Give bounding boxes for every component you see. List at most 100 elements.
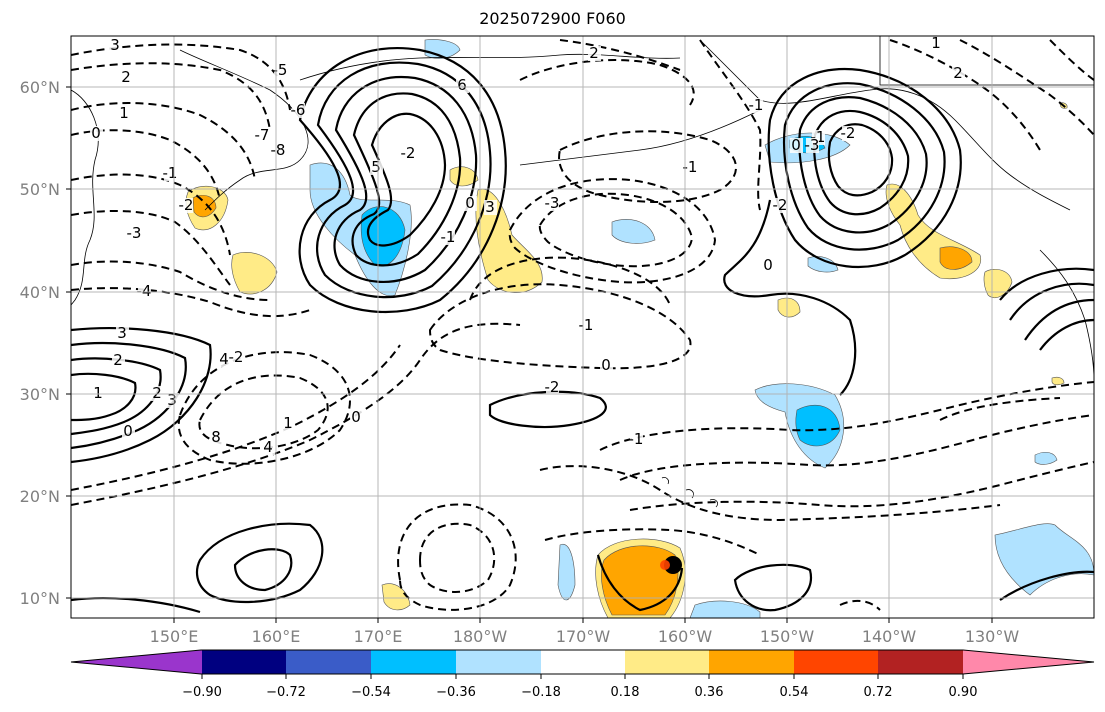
contour-label: -3 — [805, 136, 820, 154]
negative-contours — [71, 39, 1094, 611]
contour-line — [1039, 318, 1094, 351]
contour-line — [233, 548, 293, 592]
contour-label: 2 — [121, 68, 131, 86]
positive-anomaly-region — [1051, 376, 1065, 386]
lon-axis-labels: 150°E 160°E 170°E 180°W 170°W 160°W 150°W 140°W… — [150, 618, 1019, 646]
contour-label-bg — [180, 198, 193, 213]
contour-line — [1024, 298, 1094, 341]
colorbar-segment — [202, 650, 287, 674]
contour-label-bg — [262, 440, 275, 455]
contour-label: 0 — [351, 408, 361, 426]
contour-label-bg — [350, 410, 363, 425]
contour-line — [195, 522, 324, 603]
contour-line — [839, 599, 881, 611]
contour-label: -1 — [163, 164, 178, 182]
contour-line — [999, 570, 1094, 601]
lon-tick-label: 160°E — [252, 627, 301, 646]
contour-line — [939, 397, 1061, 421]
colorbar-outline — [70, 649, 1095, 675]
contour-label-bg — [90, 126, 103, 141]
negative-anomaly-core — [795, 404, 841, 447]
contour-label: 0 — [91, 124, 101, 142]
coastline-bering — [299, 53, 681, 81]
contour-label-bg — [790, 138, 803, 153]
contour-label-bg — [370, 160, 383, 175]
contour-label-bg — [806, 138, 819, 153]
contour-label: 0 — [123, 422, 133, 440]
contour-label: -1 — [749, 96, 764, 114]
colorbar-segment — [709, 650, 795, 674]
colorbar: −0.90 −0.72 −0.54 −0.36 −0.18 0.18 0.36 0.54 0.7… — [70, 649, 1095, 700]
colorbar-segment — [625, 650, 710, 674]
coastline-asia — [71, 89, 99, 306]
contour-label: 4 — [263, 438, 273, 456]
contour-line — [177, 351, 351, 465]
lon-tick-label: 170°E — [354, 627, 403, 646]
contour-label: -3 — [545, 194, 560, 212]
colorbar-tick-label: 0.18 — [611, 685, 640, 700]
contour-line — [1049, 39, 1094, 81]
colorbar-segment — [201, 650, 203, 674]
contour-line — [71, 287, 311, 318]
contour-label: -7 — [255, 126, 270, 144]
positive-anomaly-core — [939, 246, 973, 270]
storm-marker-halo — [660, 560, 670, 570]
lat-tick-label: 40°N — [20, 283, 60, 302]
contour-label-bg — [630, 432, 643, 447]
positive-anomaly-core — [192, 195, 217, 218]
contour-line — [71, 209, 231, 286]
storm-center-marker — [664, 556, 682, 574]
contour-label: 1 — [931, 34, 941, 52]
colorbar-extend-low — [71, 650, 201, 674]
contour-line — [71, 260, 271, 301]
coastlines — [71, 36, 1094, 508]
contour-label: 6 — [457, 76, 467, 94]
contour-label: 1 — [93, 384, 103, 402]
negative-anomaly-region — [807, 256, 839, 273]
contour-line — [889, 39, 1041, 151]
contour-line — [71, 173, 231, 256]
contour-line — [71, 327, 212, 464]
contour-label-bg — [120, 70, 133, 85]
lat-tick-label: 50°N — [20, 180, 60, 199]
colorbar-tick-label: 0.72 — [864, 685, 893, 700]
contour-line — [298, 47, 507, 314]
contour-label: 0 — [763, 256, 773, 274]
contour-label-bg — [484, 200, 497, 215]
contour-label: -6 — [291, 101, 306, 119]
contour-label-bg — [272, 143, 285, 158]
lon-tick-label: 180°W — [453, 627, 508, 646]
contour-label-bg — [600, 358, 613, 373]
contour-label: -3 — [127, 224, 142, 242]
positive-anomaly-region — [983, 269, 1013, 299]
contour-label-bg — [750, 98, 763, 113]
lon-tick-label: 160°W — [658, 627, 713, 646]
coastline-aleutians — [519, 109, 761, 166]
contour-line — [488, 390, 607, 429]
contour-label-bg — [274, 63, 287, 78]
contour-label: -4 — [137, 282, 152, 300]
contour-label-bg — [118, 106, 131, 121]
contour-label-bg — [230, 350, 243, 365]
lat-axis-labels: 60°N 50°N 40°N 30°N 20°N 10°N — [20, 78, 71, 608]
contour-label-bg — [546, 380, 559, 395]
contour-label: -2 — [841, 124, 856, 142]
contour-label: -2 — [229, 348, 244, 366]
contour-line — [599, 381, 1094, 451]
colorbar-tick-label: 0.90 — [949, 685, 978, 700]
positive-anomaly-region — [777, 297, 801, 318]
contour-label-bg — [546, 196, 559, 211]
contour-line — [316, 61, 492, 299]
contour-line — [469, 256, 671, 306]
contour-label: 1 — [119, 104, 129, 122]
contour-label-bg — [122, 424, 135, 439]
contour-label: 0 — [465, 194, 475, 212]
contour-line — [619, 414, 1094, 481]
colorbar-segment — [456, 650, 542, 674]
lat-tick-label: 30°N — [20, 385, 60, 404]
contour-line — [813, 109, 910, 216]
contour-label-bg — [116, 326, 129, 341]
